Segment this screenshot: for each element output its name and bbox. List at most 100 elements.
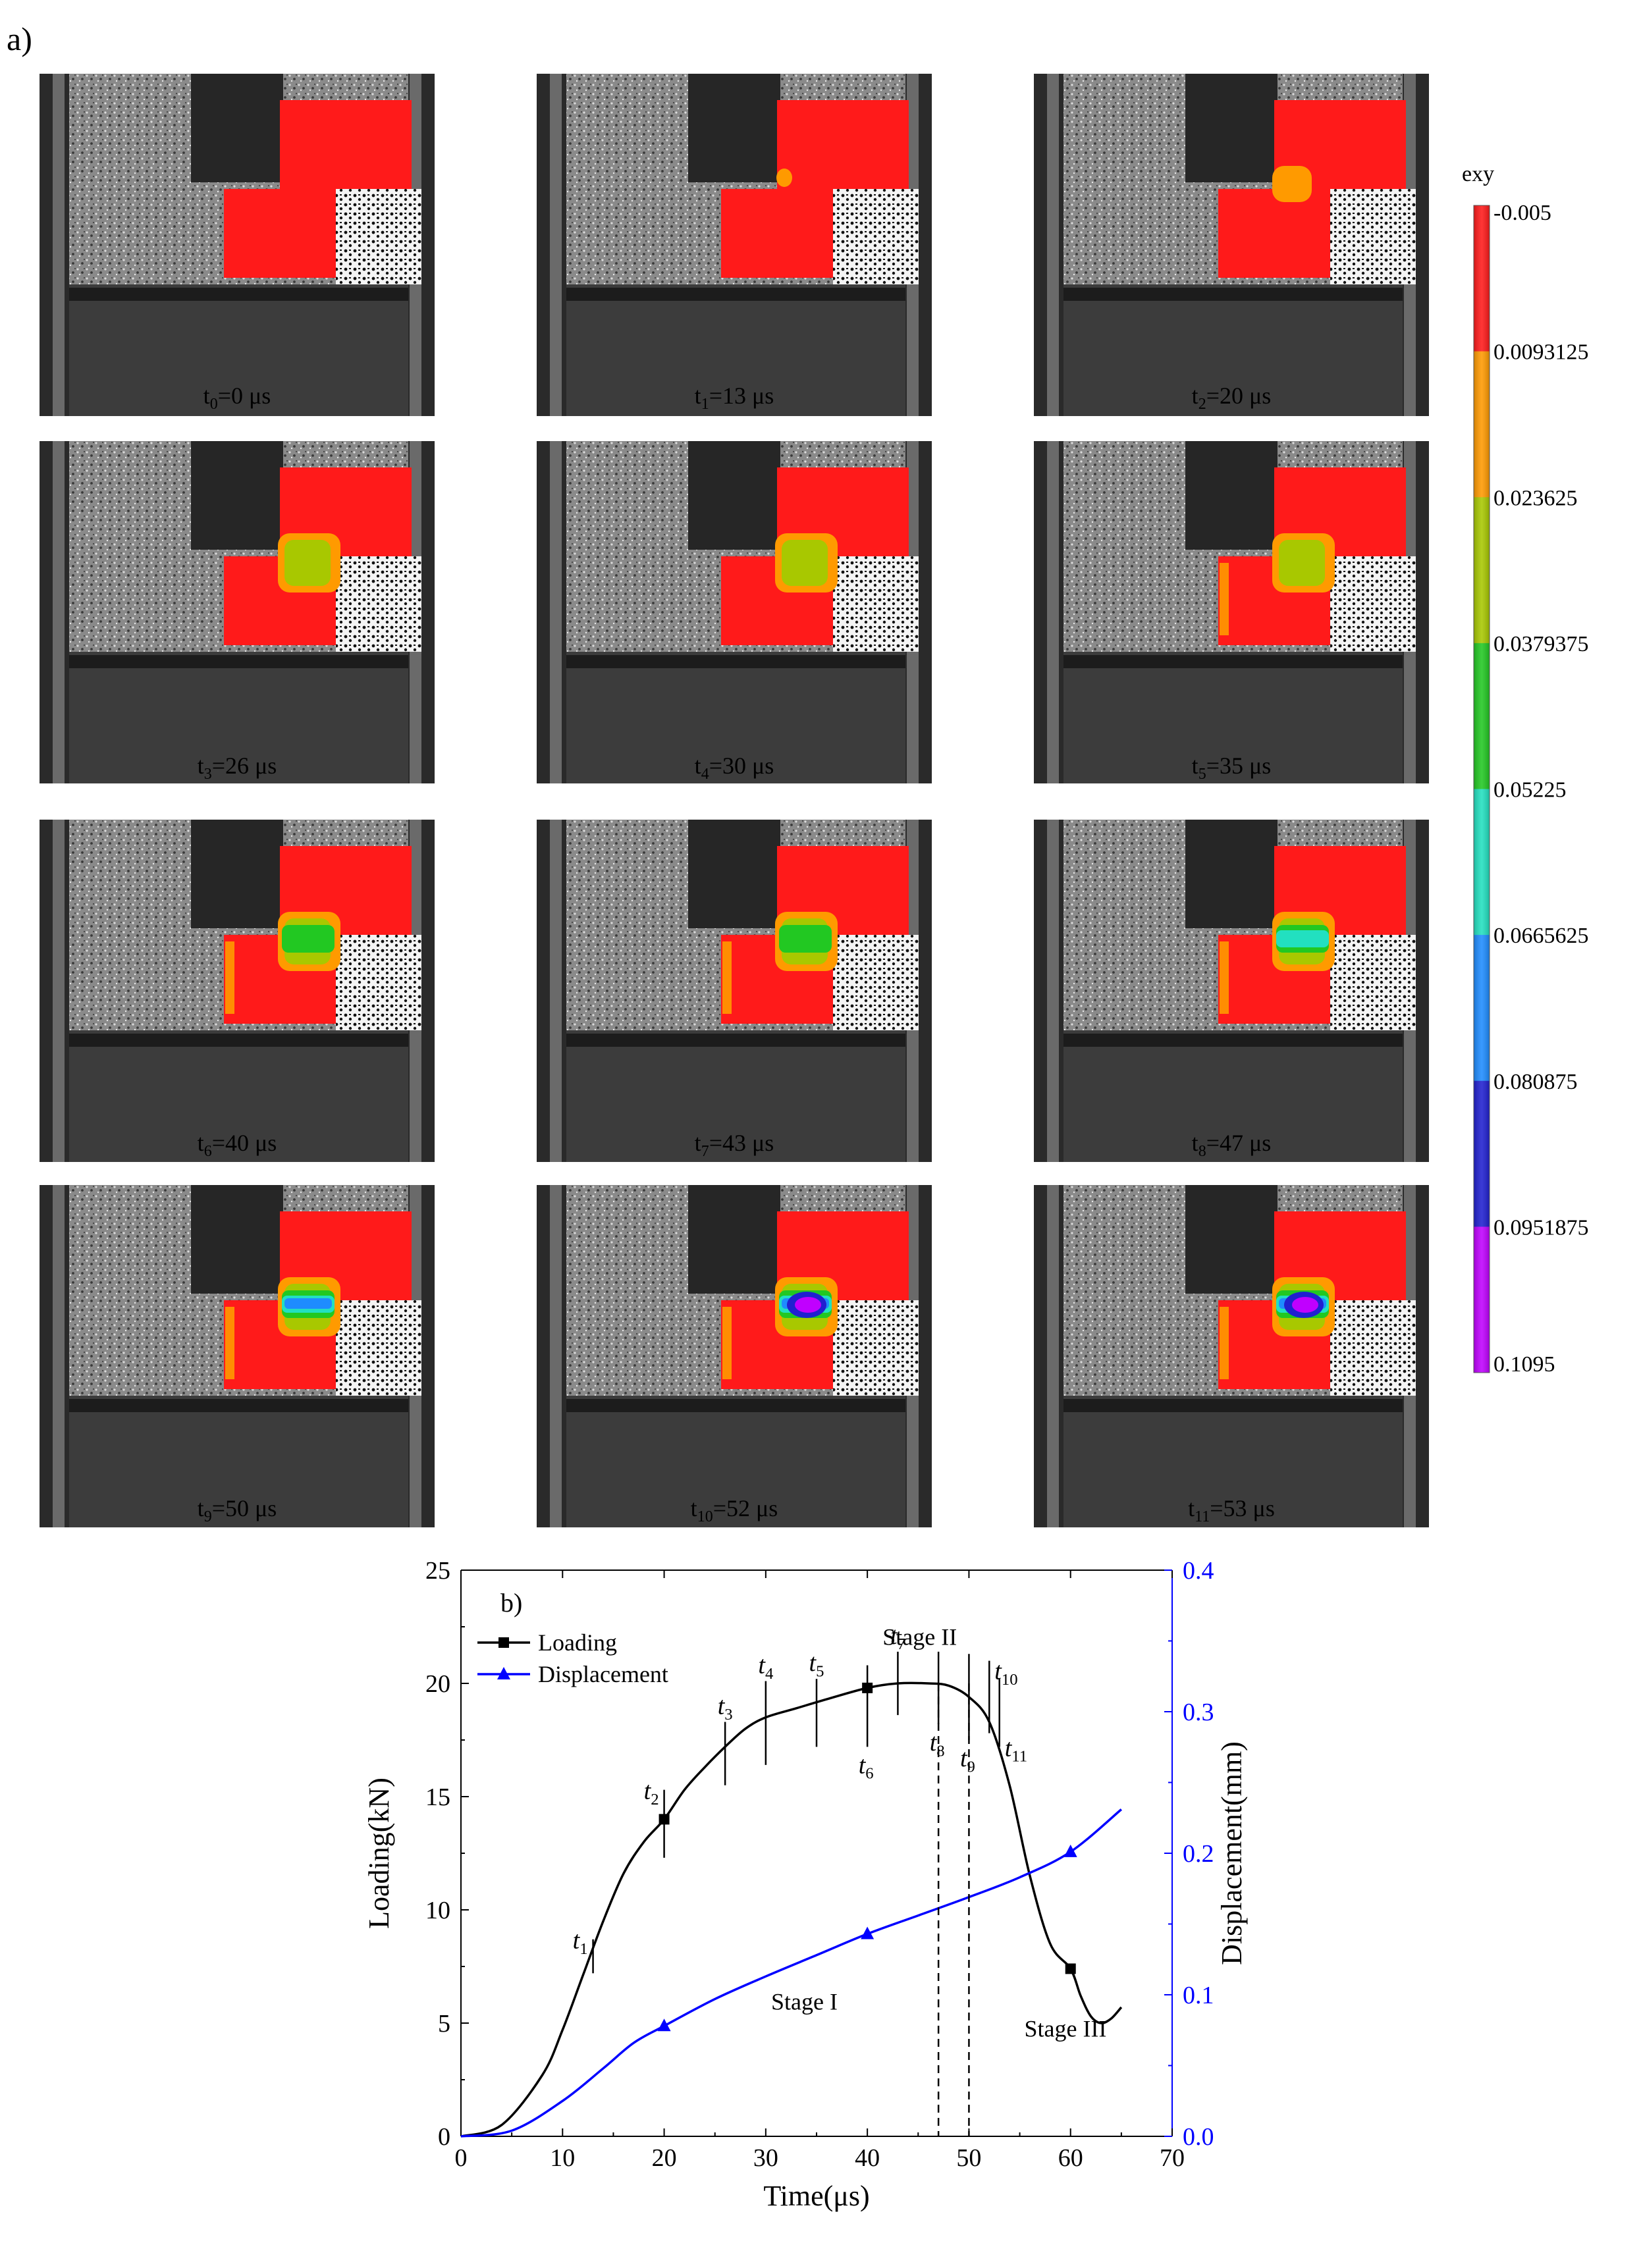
legend-label-loading: Loading — [538, 1629, 617, 1656]
displacement-marker — [1063, 1844, 1077, 1857]
panel-caption-10: t10=52 μs — [537, 1494, 932, 1526]
panel-caption-5: t5=35 μs — [1034, 752, 1429, 783]
colorbar-tick-label: 0.0951875 — [1493, 1215, 1589, 1240]
dic-panel-10 — [537, 1185, 932, 1531]
colorbar-tick-label: -0.005 — [1493, 201, 1551, 225]
strain-upper-region — [777, 100, 909, 189]
lower-fixture — [69, 284, 408, 416]
panel-label-b: b) — [500, 1588, 522, 1618]
dic-image-9 — [40, 1185, 435, 1527]
legend-marker-loading — [498, 1637, 509, 1648]
caption-subscript: 0 — [209, 396, 218, 413]
speckle-reference-block — [1330, 189, 1416, 284]
annotation-stage-i: Stage I — [771, 1988, 838, 2015]
loading-marker — [1065, 1963, 1076, 1974]
figure-label-a: a) — [7, 20, 32, 57]
lower-fixture — [1063, 1030, 1403, 1162]
speckle-reference-block — [336, 556, 421, 652]
strain-edge — [1220, 941, 1229, 1014]
time-mark-label-3: t3 — [718, 1692, 733, 1723]
caption-subscript: 9 — [203, 1508, 212, 1526]
dic-panel-8 — [1034, 820, 1429, 1165]
speckle-reference-block — [833, 189, 919, 284]
dic-panel-2 — [1034, 74, 1429, 419]
strain-field — [224, 467, 412, 645]
dic-panel-11 — [1034, 1185, 1429, 1531]
dic-image-5 — [1034, 441, 1429, 783]
displacement-marker — [861, 1926, 874, 1939]
y-left-tick-label: 20 — [425, 1670, 450, 1698]
caption-time-value: =53 μs — [1210, 1495, 1275, 1521]
x-tick-label: 40 — [855, 2144, 880, 2172]
strain-field — [721, 1211, 909, 1389]
caption-subscript: 1 — [701, 396, 709, 413]
colorbar-tick-label: 0.0093125 — [1493, 340, 1589, 365]
upper-punch — [688, 74, 780, 182]
annotation-stage-iii: Stage III — [1025, 2016, 1107, 2042]
caption-subscript: 11 — [1195, 1508, 1210, 1526]
panel-caption-3: t3=26 μs — [40, 752, 435, 783]
upper-punch — [191, 820, 283, 928]
chart-series — [460, 1681, 1123, 2138]
caption-t: t — [1191, 382, 1198, 409]
fixture-gap — [1063, 1034, 1403, 1047]
colorbar-title: exy — [1462, 168, 1494, 186]
fixture-gap — [566, 288, 905, 301]
y-right-tick-label: 0.0 — [1183, 2123, 1214, 2151]
lower-fixture — [1063, 1396, 1403, 1527]
dic-image-2 — [1034, 74, 1429, 416]
upper-punch — [191, 1185, 283, 1294]
speckle-reference-block — [1330, 556, 1416, 652]
strain-concentration-magenta — [795, 1297, 821, 1313]
displacement-marker — [657, 2018, 671, 2032]
chart-axes — [460, 1569, 1173, 2137]
time-mark-label-10: t10 — [994, 1658, 1017, 1689]
strain-edge — [722, 1307, 732, 1379]
caption-t: t — [1191, 752, 1198, 779]
speckle-reference-block — [1330, 1300, 1416, 1396]
x-tick-label: 60 — [1058, 2144, 1083, 2172]
lower-fixture — [69, 1030, 408, 1162]
upper-punch — [688, 1185, 780, 1294]
fixture-edge — [1047, 820, 1059, 1162]
y-left-tick-label: 5 — [438, 2010, 450, 2038]
y-left-tick-label: 15 — [425, 1783, 450, 1811]
lower-fixture — [566, 1030, 905, 1162]
colorbar-tick-label: 0.05225 — [1493, 778, 1567, 803]
panel-caption-0: t0=0 μs — [40, 382, 435, 413]
fixture-gap — [1063, 288, 1403, 301]
caption-subscript: 2 — [1198, 396, 1206, 413]
y-right-tick-label: 0.4 — [1183, 1557, 1214, 1585]
dic-panel-0 — [40, 74, 435, 419]
upper-punch — [688, 441, 780, 550]
caption-subscript: 7 — [701, 1143, 709, 1161]
speckle-reference-block — [833, 935, 919, 1030]
caption-t: t — [203, 382, 210, 409]
strain-edge — [225, 941, 234, 1014]
dic-strain-panel-grid: t0=0 μs t1=13 μs t2=20 μs t3=26 μs t4=30 μs t… — [40, 74, 1429, 1531]
caption-subscript: 4 — [701, 766, 709, 783]
dic-panel-9 — [40, 1185, 435, 1531]
fixture-edge — [1047, 1185, 1059, 1527]
upper-punch — [1185, 441, 1278, 550]
colorbar-tick-label: 0.0665625 — [1493, 924, 1589, 948]
caption-t: t — [197, 1495, 204, 1521]
strain-edge — [1220, 1307, 1229, 1379]
speckle-reference-block — [1330, 935, 1416, 1030]
caption-subscript: 3 — [203, 766, 212, 783]
fixture-gap — [69, 1399, 408, 1412]
panel-caption-7: t7=43 μs — [537, 1129, 932, 1161]
caption-t: t — [197, 752, 204, 779]
panel-caption-1: t1=13 μs — [537, 382, 932, 413]
caption-subscript: 5 — [1198, 766, 1206, 783]
caption-subscript: 8 — [1198, 1143, 1206, 1161]
strain-field — [721, 467, 909, 645]
caption-time-value: =30 μs — [709, 752, 774, 779]
time-mark-label-9: t9 — [960, 1745, 975, 1776]
fixture-edge — [550, 441, 562, 783]
strain-field — [1218, 100, 1406, 278]
strain-field — [721, 846, 909, 1024]
panel-caption-4: t4=30 μs — [537, 752, 932, 783]
upper-punch — [1185, 1185, 1278, 1294]
upper-punch — [1185, 74, 1278, 182]
